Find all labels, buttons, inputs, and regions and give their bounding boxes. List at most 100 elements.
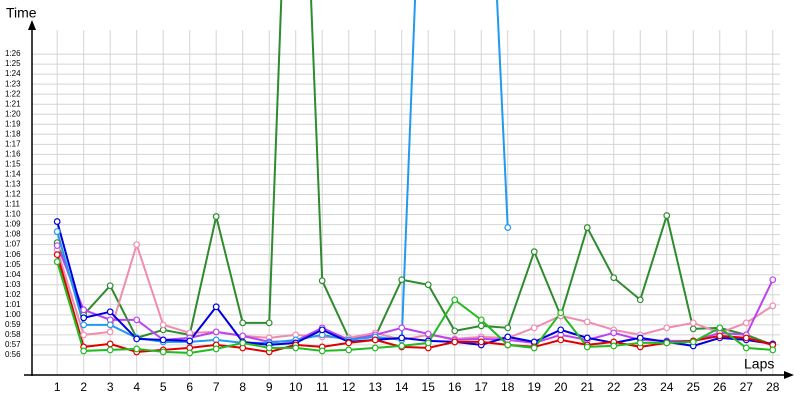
x-tick-label: 2 (80, 380, 87, 394)
data-point (424, 339, 432, 347)
data-point (504, 341, 512, 349)
y-tick-label: 1:02 (5, 290, 21, 299)
data-point (106, 346, 114, 354)
series-line (56, 0, 509, 344)
series-line (56, 254, 774, 353)
data-point (80, 331, 88, 339)
x-tick-label: 22 (607, 380, 621, 394)
data-point (371, 344, 379, 352)
y-tick-label: 1:11 (5, 200, 21, 209)
data-point (159, 336, 167, 344)
data-point (212, 303, 220, 311)
data-point (398, 334, 406, 342)
x-tick-label: 1 (54, 380, 61, 394)
y-tick-label: 1:16 (5, 149, 21, 158)
x-tick-label: 17 (475, 380, 489, 394)
y-tick-label: 1:00 (5, 310, 21, 319)
y-tick-label: 1:05 (5, 260, 21, 269)
data-point (53, 218, 61, 225)
y-tick-label: 1:01 (5, 300, 21, 309)
data-point (742, 344, 750, 352)
data-point (53, 258, 61, 266)
data-point (345, 346, 353, 354)
x-tick-label: 14 (395, 380, 409, 394)
tick-labels: 0:560:570:580:591:001:011:021:031:041:05… (5, 49, 780, 394)
y-axis-label: Time (6, 5, 37, 21)
data-point (133, 316, 141, 324)
y-tick-label: 1:12 (5, 190, 21, 199)
x-tick-label: 10 (289, 380, 303, 394)
data-point (504, 324, 512, 332)
series-line (56, 221, 773, 347)
x-tick-label: 18 (501, 380, 515, 394)
x-tick-label: 9 (266, 380, 273, 394)
data-point (80, 306, 88, 314)
x-tick-label: 19 (528, 380, 542, 394)
data-point (265, 344, 273, 352)
y-tick-label: 1:21 (5, 99, 21, 108)
y-tick-label: 1:08 (5, 230, 21, 239)
x-tick-label: 5 (160, 380, 167, 394)
data-point (742, 334, 750, 342)
data-point (424, 330, 432, 338)
data-point (636, 339, 644, 347)
data-point (424, 281, 432, 289)
data-point (106, 282, 114, 290)
data-point (583, 224, 591, 231)
data-point (583, 334, 591, 342)
data-point (133, 335, 141, 343)
data-point (663, 212, 671, 219)
data-point (398, 342, 406, 350)
data-point (583, 343, 591, 351)
y-tick-label: 0:59 (5, 320, 21, 329)
y-tick-label: 1:09 (5, 220, 21, 229)
data-point (318, 347, 326, 355)
data-point (239, 319, 247, 327)
data-point (663, 324, 671, 332)
data-point (689, 325, 697, 333)
data-point (716, 332, 724, 340)
data-point (186, 349, 194, 357)
y-tick-label: 1:24 (5, 69, 21, 78)
data-point (557, 336, 565, 344)
data-point (106, 340, 114, 348)
data-point (80, 321, 88, 329)
data-point (504, 333, 512, 341)
x-tick-label: 26 (713, 380, 727, 394)
data-point (477, 322, 485, 330)
data-point (636, 296, 644, 304)
data-point (477, 316, 485, 324)
data-point (53, 251, 61, 259)
y-tick-label: 0:58 (5, 330, 21, 339)
data-point (239, 332, 247, 340)
y-tick-label: 1:19 (5, 119, 21, 128)
data-point (212, 328, 220, 336)
data-point (212, 345, 220, 353)
data-point (159, 348, 167, 356)
x-tick-label: 8 (239, 380, 246, 394)
x-tick-label: 4 (133, 380, 140, 394)
data-point (106, 308, 114, 316)
data-point (212, 213, 220, 220)
data-point (159, 321, 167, 329)
data-point (610, 342, 618, 350)
data-point (398, 324, 406, 332)
y-tick-label: 1:20 (5, 109, 21, 118)
data-point (610, 274, 618, 282)
y-axis-arrow (28, 20, 36, 30)
data-point (133, 241, 141, 249)
y-tick-label: 1:18 (5, 129, 21, 138)
data-point (557, 326, 565, 334)
x-tick-label: 23 (634, 380, 648, 394)
x-tick-label: 20 (554, 380, 568, 394)
data-point (769, 346, 777, 354)
x-tick-label: 6 (186, 380, 193, 394)
grid (32, 30, 780, 375)
x-tick-label: 16 (448, 380, 462, 394)
x-tick-label: 12 (342, 380, 356, 394)
x-tick-label: 28 (766, 380, 780, 394)
y-tick-label: 1:17 (5, 139, 21, 148)
data-point (769, 276, 777, 284)
data-point (186, 337, 194, 345)
data-point (80, 314, 88, 322)
